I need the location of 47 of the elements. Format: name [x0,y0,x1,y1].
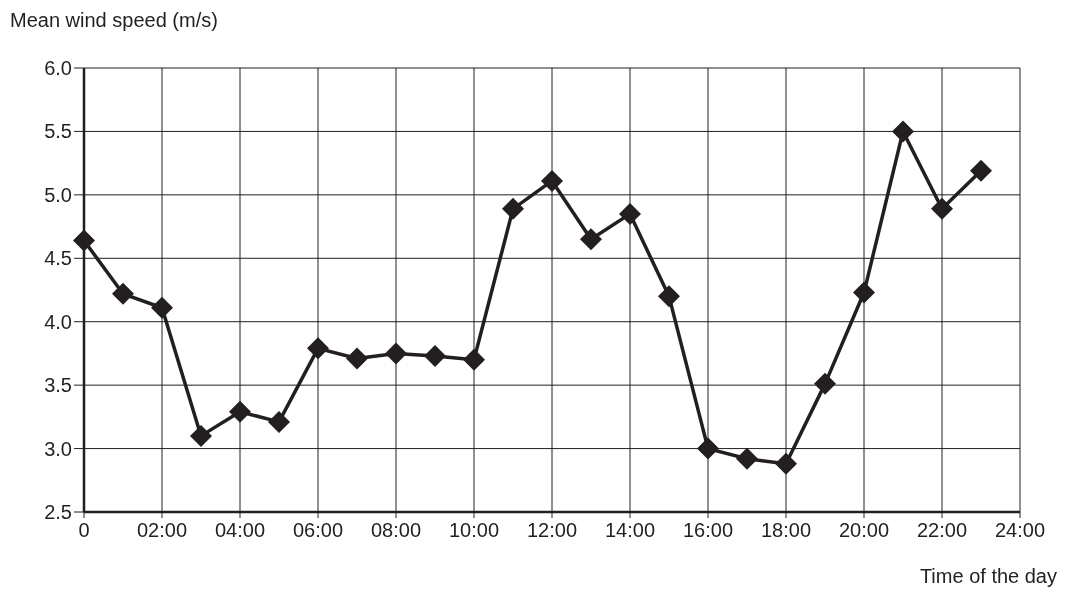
x-tick-label: 14:00 [604,519,656,541]
x-tick-label: 04:00 [214,519,266,541]
y-tick-label: 6.0 [44,57,72,79]
point [814,372,836,395]
x-tick-label: 02:00 [136,519,188,541]
point [658,285,680,308]
y-tick-label: 4.5 [44,247,72,270]
point [112,282,134,305]
point [541,169,563,192]
point [463,348,485,371]
point [580,228,602,251]
point [502,197,524,220]
point [229,400,251,423]
x-tick-label: 06:00 [292,519,344,541]
y-tick-label: 4.0 [44,310,72,333]
x-tick-label: 18:00 [760,519,812,541]
y-tick-label: 2.5 [44,501,72,523]
point [268,410,290,433]
y-tick-label: 5.0 [44,183,72,206]
x-tick-label: 12:00 [526,519,578,541]
point [697,437,719,460]
point [736,447,758,470]
x-tick-label: 16:00 [682,519,734,541]
point [151,296,173,319]
y-tick-label: 3.0 [44,437,72,460]
y-axis-title: Mean wind speed (m/s) [10,9,218,31]
point [190,424,212,447]
point [307,337,329,360]
point [73,229,95,252]
x-tick-label: 20:00 [838,519,890,541]
point [775,452,797,475]
y-tick-label: 5.5 [44,120,72,143]
x-tick-label: 22:00 [916,519,968,541]
x-tick-label: 24:00 [994,519,1046,541]
point [346,347,368,370]
point [385,342,407,365]
x-tick-label: 0 [78,519,90,541]
point [619,202,641,225]
point [892,120,914,143]
y-tick-label: 3.5 [44,374,72,397]
x-axis-title: Time of the day [919,565,1057,587]
x-tick-label: 08:00 [370,519,422,541]
point [424,344,446,367]
point [970,159,992,182]
point [853,281,875,304]
point [931,197,953,220]
x-tick-label: 10:00 [448,519,500,541]
